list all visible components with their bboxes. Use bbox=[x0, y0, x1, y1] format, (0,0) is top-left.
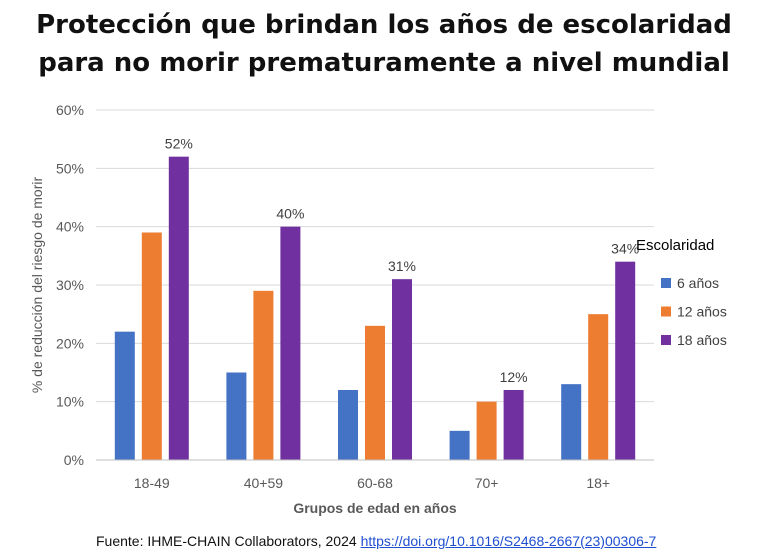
x-axis-title: Grupos de edad en años bbox=[293, 500, 457, 516]
legend-label: 18 años bbox=[677, 332, 727, 348]
y-tick-label: 0% bbox=[64, 452, 84, 468]
data-label: 40% bbox=[276, 206, 304, 222]
bar bbox=[114, 331, 135, 460]
legend-title: Escolaridad bbox=[636, 237, 714, 254]
x-tick-label: 70+ bbox=[475, 475, 499, 491]
legend-swatch bbox=[661, 278, 671, 288]
data-label: 34% bbox=[611, 241, 639, 257]
y-tick-label: 30% bbox=[56, 277, 84, 293]
y-tick-label: 60% bbox=[56, 102, 84, 118]
y-tick-label: 50% bbox=[56, 160, 84, 176]
source-citation: Fuente: IHME-CHAIN Collaborators, 2024 h… bbox=[96, 533, 656, 549]
bar bbox=[476, 401, 497, 460]
source-link[interactable]: https://doi.org/10.1016/S2468-2667(23)00… bbox=[360, 533, 657, 549]
chart-title-line-1: Protección que brindan los años de escol… bbox=[36, 10, 732, 40]
data-label: 12% bbox=[500, 369, 528, 385]
y-tick-label: 40% bbox=[56, 219, 84, 235]
x-tick-label: 40+59 bbox=[244, 475, 284, 491]
source-text: Fuente: IHME-CHAIN Collaborators, 2024 bbox=[96, 533, 361, 549]
legend-label: 6 años bbox=[677, 275, 719, 291]
bar bbox=[449, 430, 470, 460]
bar-chart: 0% 10% 20% 30% 40% 50% 60% 52% 40% 31% 12% 34% 18-49… bbox=[29, 102, 727, 516]
bar bbox=[365, 325, 385, 460]
bar bbox=[253, 290, 274, 460]
bar bbox=[561, 384, 582, 460]
bar bbox=[168, 156, 189, 460]
bar bbox=[588, 314, 609, 460]
bar bbox=[280, 226, 301, 460]
bar bbox=[141, 232, 162, 460]
data-label: 31% bbox=[388, 258, 416, 274]
bar bbox=[392, 279, 412, 460]
bar bbox=[503, 390, 524, 460]
bar bbox=[615, 261, 636, 460]
data-label: 52% bbox=[165, 136, 193, 152]
bar bbox=[338, 390, 358, 460]
bar bbox=[226, 372, 247, 460]
legend-label: 12 años bbox=[677, 304, 727, 320]
y-tick-label: 20% bbox=[56, 335, 84, 351]
x-tick-label: 18-49 bbox=[134, 475, 170, 491]
legend-swatch bbox=[661, 306, 671, 317]
legend-swatch bbox=[661, 335, 671, 345]
x-tick-label: 60-68 bbox=[357, 475, 393, 491]
y-axis-title: % de reducción del riesgo de morir bbox=[29, 177, 45, 394]
x-tick-label: 18+ bbox=[586, 475, 610, 491]
chart-title: Protección que brindan los años de escol… bbox=[0, 6, 768, 82]
y-tick-label: 10% bbox=[56, 394, 84, 410]
chart-title-line-2: para no morir prematuramente a nivel mun… bbox=[38, 48, 730, 78]
